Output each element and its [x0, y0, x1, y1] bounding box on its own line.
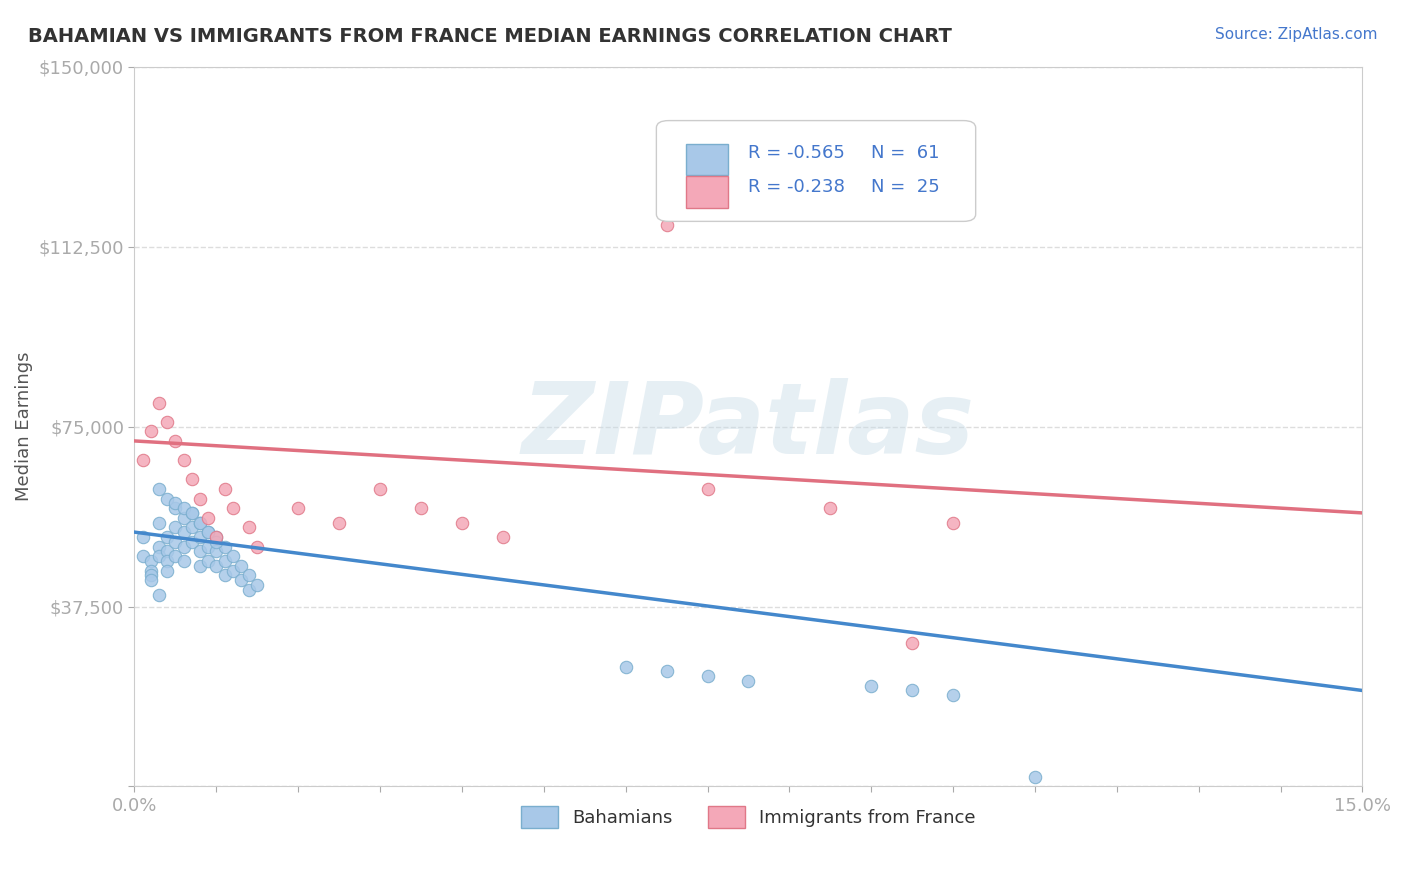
FancyBboxPatch shape — [686, 144, 728, 176]
Point — [229, 573, 252, 587]
Point — [165, 501, 187, 516]
Point — [180, 472, 202, 486]
Point — [655, 218, 678, 232]
Point — [197, 510, 219, 524]
Point — [139, 573, 162, 587]
Point — [148, 395, 170, 409]
Point — [131, 530, 153, 544]
Text: R = -0.565: R = -0.565 — [748, 144, 845, 162]
Point — [173, 510, 195, 524]
Point — [696, 482, 718, 496]
Point — [180, 520, 202, 534]
Point — [205, 530, 228, 544]
Point — [139, 564, 162, 578]
Text: BAHAMIAN VS IMMIGRANTS FROM FRANCE MEDIAN EARNINGS CORRELATION CHART: BAHAMIAN VS IMMIGRANTS FROM FRANCE MEDIA… — [28, 27, 952, 45]
Point — [197, 554, 219, 568]
Point — [238, 568, 260, 582]
Point — [173, 525, 195, 540]
Point — [214, 540, 236, 554]
Y-axis label: Median Earnings: Median Earnings — [15, 351, 32, 501]
Point — [246, 540, 269, 554]
Legend: Bahamians, Immigrants from France: Bahamians, Immigrants from France — [515, 798, 983, 835]
Point — [492, 530, 515, 544]
Point — [156, 544, 179, 558]
Point — [197, 525, 219, 540]
Point — [655, 665, 678, 679]
Point — [131, 549, 153, 563]
Text: Source: ZipAtlas.com: Source: ZipAtlas.com — [1215, 27, 1378, 42]
Point — [165, 549, 187, 563]
Point — [214, 568, 236, 582]
Point — [165, 496, 187, 510]
Point — [188, 558, 211, 573]
Point — [156, 415, 179, 429]
Point — [148, 482, 170, 496]
Point — [238, 520, 260, 534]
Point — [737, 673, 759, 688]
Point — [139, 554, 162, 568]
Point — [222, 501, 245, 516]
Point — [131, 453, 153, 467]
Point — [287, 501, 309, 516]
Point — [188, 516, 211, 530]
Point — [148, 587, 170, 601]
Point — [173, 501, 195, 516]
Point — [368, 482, 391, 496]
Point — [942, 688, 965, 702]
Point — [205, 534, 228, 549]
Point — [156, 554, 179, 568]
Point — [942, 516, 965, 530]
Point — [180, 534, 202, 549]
Point — [229, 558, 252, 573]
Point — [222, 549, 245, 563]
Point — [197, 525, 219, 540]
Point — [860, 679, 883, 693]
Point — [173, 554, 195, 568]
Point — [205, 530, 228, 544]
Point — [165, 520, 187, 534]
Point — [696, 669, 718, 683]
Text: ZIPatlas: ZIPatlas — [522, 378, 974, 475]
Point — [205, 544, 228, 558]
Point — [901, 683, 924, 698]
Text: R = -0.238: R = -0.238 — [748, 178, 845, 196]
Point — [188, 516, 211, 530]
Point — [451, 516, 474, 530]
Point — [188, 544, 211, 558]
Text: N =  25: N = 25 — [872, 178, 941, 196]
Point — [156, 530, 179, 544]
Point — [222, 564, 245, 578]
Point — [173, 453, 195, 467]
Point — [165, 434, 187, 448]
Point — [180, 506, 202, 520]
Point — [197, 540, 219, 554]
Point — [214, 554, 236, 568]
Point — [1024, 770, 1046, 784]
Point — [165, 534, 187, 549]
Point — [148, 540, 170, 554]
Point — [214, 482, 236, 496]
Point — [614, 659, 637, 673]
Point — [246, 578, 269, 592]
Text: N =  61: N = 61 — [872, 144, 939, 162]
Point — [139, 568, 162, 582]
Point — [139, 425, 162, 439]
Point — [820, 501, 842, 516]
Point — [901, 635, 924, 649]
FancyBboxPatch shape — [686, 177, 728, 208]
Point — [173, 540, 195, 554]
Point — [156, 491, 179, 506]
Point — [205, 558, 228, 573]
Point — [180, 506, 202, 520]
Point — [188, 491, 211, 506]
Point — [148, 516, 170, 530]
Point — [148, 549, 170, 563]
Point — [156, 564, 179, 578]
Point — [409, 501, 432, 516]
FancyBboxPatch shape — [657, 120, 976, 221]
Point — [188, 530, 211, 544]
Point — [238, 582, 260, 597]
Point — [328, 516, 350, 530]
